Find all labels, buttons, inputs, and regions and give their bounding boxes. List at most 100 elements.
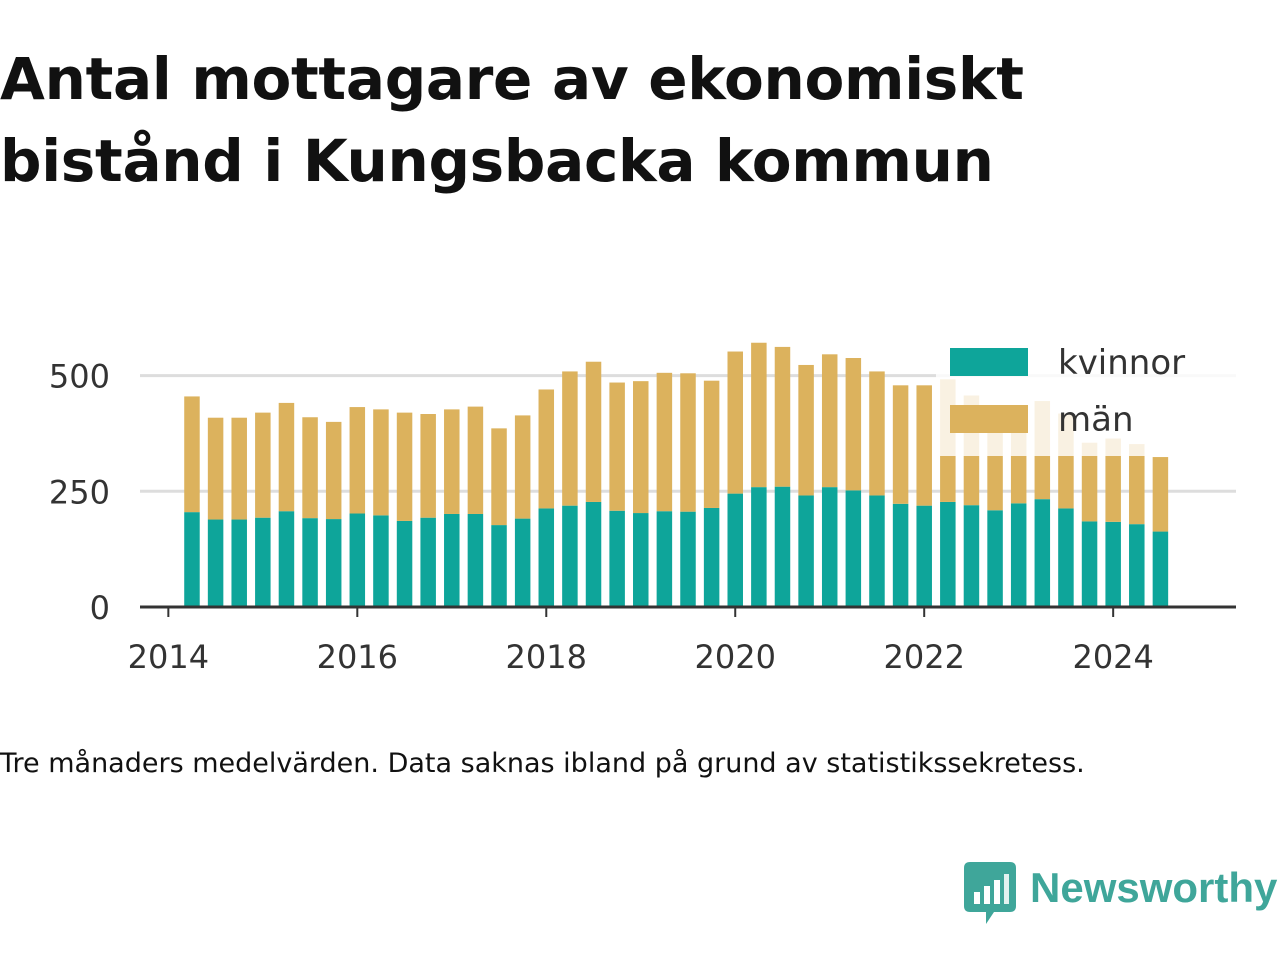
bar-kvinnor <box>774 486 791 607</box>
bar-man <box>774 346 791 487</box>
bar-man <box>325 421 342 520</box>
bar-kvinnor <box>821 487 838 607</box>
bar-man <box>892 385 909 504</box>
bar-man <box>1105 438 1121 522</box>
bar-kvinnor <box>207 519 224 607</box>
bar-kvinnor <box>680 511 696 607</box>
bar-man <box>963 395 980 506</box>
x-tick-label-2022: 2022 <box>883 638 964 676</box>
bar-man <box>1081 442 1098 522</box>
brand[interactable]: Newsworthy <box>964 862 1277 926</box>
bar-kvinnor <box>798 495 814 607</box>
bar-kvinnor <box>255 517 271 607</box>
bar-kvinnor <box>467 513 484 607</box>
bar-kvinnor <box>727 493 743 607</box>
bar-kvinnor <box>892 503 909 607</box>
bar-man <box>302 417 318 519</box>
bar-man <box>609 382 625 511</box>
bar-man <box>751 342 767 488</box>
bar-kvinnor <box>585 501 602 607</box>
bar-man <box>703 380 720 508</box>
bar-kvinnor <box>940 501 956 607</box>
newsworthy-logo-icon <box>964 862 1016 924</box>
bar-man <box>491 428 507 526</box>
bar-kvinnor <box>278 511 295 607</box>
bar-kvinnor <box>1034 499 1051 607</box>
bar-man <box>420 414 436 518</box>
bar-kvinnor <box>1152 531 1169 607</box>
bar-man <box>1152 457 1169 532</box>
legend-label-kvinnor: kvinnor <box>1058 343 1185 383</box>
bar-kvinnor <box>184 512 200 607</box>
bar-man <box>680 373 696 512</box>
bar-man <box>845 358 862 491</box>
bar-man <box>916 385 932 506</box>
legend-swatch-kvinnor <box>950 348 1028 376</box>
bar-man <box>798 364 814 496</box>
bar-kvinnor <box>373 515 389 607</box>
bar-man <box>467 406 484 514</box>
bar-man <box>255 412 271 518</box>
bar-kvinnor <box>538 508 555 607</box>
bar-kvinnor <box>1058 508 1074 607</box>
bar-man <box>278 402 295 512</box>
bar-man <box>514 415 531 519</box>
bar-man <box>633 381 649 514</box>
x-tick-label-2014: 2014 <box>128 638 209 676</box>
bar-man <box>656 372 673 512</box>
bar-kvinnor <box>349 513 366 607</box>
x-tick-label-2024: 2024 <box>1072 638 1153 676</box>
y-tick-label-0: 0 <box>90 589 110 627</box>
bar-man <box>869 371 885 496</box>
chart-caption: Tre månaders medelvärden. Data saknas ib… <box>0 748 1085 779</box>
bar-man <box>396 412 413 521</box>
bar-kvinnor <box>987 510 1003 607</box>
bar-kvinnor <box>656 511 673 607</box>
bar-kvinnor <box>444 513 460 607</box>
bar-kvinnor <box>1010 503 1027 607</box>
bar-kvinnor <box>609 510 625 607</box>
bar-man <box>1129 444 1145 525</box>
bar-kvinnor <box>916 505 932 607</box>
chart-title: Antal mottagare av ekonomiskt bistånd i … <box>0 45 1024 195</box>
bars <box>184 342 1169 607</box>
bar-man <box>231 417 247 520</box>
legend: kvinnor män <box>936 336 1236 456</box>
legend-label-man: män <box>1058 400 1134 440</box>
bar-man <box>727 351 743 494</box>
bar-kvinnor <box>1129 524 1145 607</box>
axes: 0 250 500 2014 2016 2018 2020 2022 2024 <box>49 358 1236 676</box>
y-tick-label-500: 500 <box>49 358 110 396</box>
bar-kvinnor <box>703 507 720 607</box>
bar-man <box>184 396 200 513</box>
bar-man <box>987 407 1003 511</box>
bar-kvinnor <box>514 518 531 607</box>
y-tick-label-250: 250 <box>49 473 110 511</box>
bar-man <box>940 379 956 502</box>
legend-box <box>936 336 1236 456</box>
bar-kvinnor <box>325 519 342 607</box>
bar-kvinnor <box>491 525 507 607</box>
bar-kvinnor <box>751 487 767 607</box>
bar-man <box>1058 413 1074 509</box>
bar-kvinnor <box>845 490 862 607</box>
bar-kvinnor <box>562 505 578 607</box>
bar-man <box>821 354 838 488</box>
x-tick-label-2020: 2020 <box>695 638 776 676</box>
bar-kvinnor <box>231 519 247 607</box>
legend-swatch-man <box>950 405 1028 433</box>
bar-man <box>1034 401 1051 500</box>
x-tick-label-2016: 2016 <box>317 638 398 676</box>
bar-kvinnor <box>1105 521 1121 607</box>
bar-man <box>207 417 224 520</box>
bar-man <box>444 409 460 514</box>
bar-man <box>562 371 578 506</box>
bar-man <box>349 407 366 514</box>
bar-kvinnor <box>396 520 413 607</box>
bar-kvinnor <box>1081 521 1098 607</box>
bar-kvinnor <box>869 495 885 607</box>
bar-kvinnor <box>963 505 980 607</box>
bar-man <box>538 389 555 509</box>
bar-man <box>373 409 389 516</box>
brand-name: Newsworthy <box>1030 864 1278 911</box>
